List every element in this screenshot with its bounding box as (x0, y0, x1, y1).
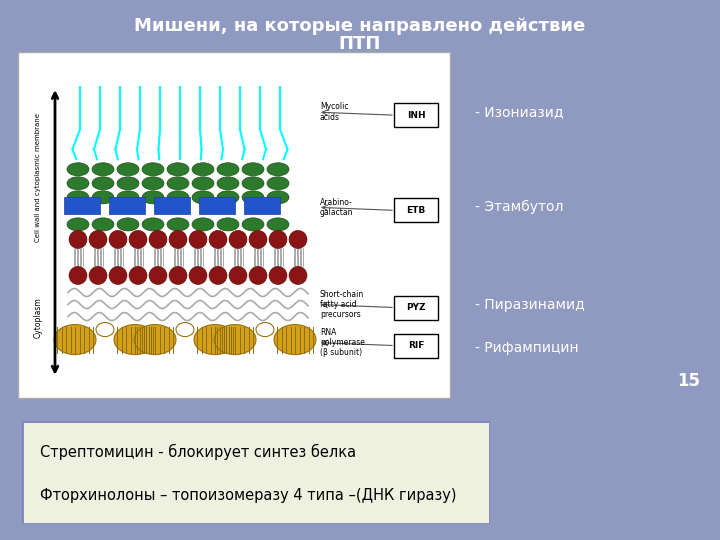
Text: Мишени, на которые направлено действие: Мишени, на которые направлено действие (135, 17, 585, 35)
Ellipse shape (214, 325, 256, 355)
Ellipse shape (117, 163, 139, 176)
Text: Short-chain
fatty acid
precursors: Short-chain fatty acid precursors (320, 289, 364, 320)
Bar (109, 197, 145, 214)
Text: - Рифампицин: - Рифампицин (475, 341, 579, 355)
Ellipse shape (167, 177, 189, 190)
Ellipse shape (274, 325, 316, 355)
Text: Arabino-
galactan: Arabino- galactan (320, 198, 354, 217)
Circle shape (149, 231, 167, 248)
Text: ПТП: ПТП (339, 35, 381, 53)
Ellipse shape (217, 163, 239, 176)
Text: INH: INH (407, 111, 426, 120)
Ellipse shape (142, 163, 164, 176)
Ellipse shape (167, 163, 189, 176)
Ellipse shape (242, 191, 264, 204)
Circle shape (209, 231, 227, 248)
Ellipse shape (142, 218, 164, 231)
FancyBboxPatch shape (394, 103, 438, 127)
Ellipse shape (267, 218, 289, 231)
Ellipse shape (92, 218, 114, 231)
Circle shape (229, 231, 247, 248)
Circle shape (69, 231, 87, 248)
Ellipse shape (242, 218, 264, 231)
Bar (199, 197, 235, 214)
Circle shape (69, 266, 87, 285)
Ellipse shape (92, 177, 114, 190)
Text: RIF: RIF (408, 341, 424, 350)
Ellipse shape (242, 163, 264, 176)
Text: 15: 15 (677, 372, 700, 390)
Text: ETB: ETB (406, 206, 426, 215)
FancyBboxPatch shape (394, 334, 438, 357)
Ellipse shape (192, 218, 214, 231)
Ellipse shape (217, 218, 239, 231)
Ellipse shape (192, 163, 214, 176)
Circle shape (229, 266, 247, 285)
Ellipse shape (167, 218, 189, 231)
Circle shape (129, 266, 147, 285)
Ellipse shape (192, 191, 214, 204)
Ellipse shape (192, 177, 214, 190)
Text: - Пиразинамид: - Пиразинамид (475, 298, 585, 312)
Text: Стрептомицин - блокирует синтез белка: Стрептомицин - блокирует синтез белка (40, 444, 356, 460)
Text: RNA
polymerase
(β subunit): RNA polymerase (β subunit) (320, 328, 365, 357)
Circle shape (109, 266, 127, 285)
Ellipse shape (142, 177, 164, 190)
Ellipse shape (92, 191, 114, 204)
Text: Mycolic
acids: Mycolic acids (320, 103, 348, 122)
Ellipse shape (217, 191, 239, 204)
Circle shape (209, 266, 227, 285)
Text: Фторхинолоны – топоизомеразу 4 типа –(ДНК гиразу): Фторхинолоны – топоизомеразу 4 типа –(ДН… (40, 488, 456, 503)
Ellipse shape (67, 218, 89, 231)
Circle shape (129, 231, 147, 248)
Ellipse shape (54, 325, 96, 355)
FancyBboxPatch shape (22, 421, 490, 524)
Ellipse shape (92, 163, 114, 176)
Ellipse shape (117, 218, 139, 231)
FancyBboxPatch shape (394, 198, 438, 222)
Ellipse shape (67, 191, 89, 204)
Ellipse shape (256, 322, 274, 336)
Ellipse shape (267, 163, 289, 176)
Bar (244, 197, 280, 214)
Text: Cell wall and cytoplasmic membrane: Cell wall and cytoplasmic membrane (35, 113, 41, 242)
Circle shape (269, 266, 287, 285)
Circle shape (89, 231, 107, 248)
Ellipse shape (242, 177, 264, 190)
Text: Cytoplasm: Cytoplasm (34, 297, 42, 338)
Ellipse shape (67, 177, 89, 190)
Circle shape (89, 266, 107, 285)
Ellipse shape (267, 177, 289, 190)
Ellipse shape (176, 322, 194, 336)
Ellipse shape (217, 177, 239, 190)
Circle shape (269, 231, 287, 248)
Circle shape (169, 231, 187, 248)
Bar (154, 197, 190, 214)
Text: - Этамбутол: - Этамбутол (475, 200, 564, 214)
Ellipse shape (117, 191, 139, 204)
Ellipse shape (267, 191, 289, 204)
Circle shape (249, 231, 267, 248)
Text: PYZ: PYZ (406, 303, 426, 312)
Ellipse shape (96, 322, 114, 336)
Ellipse shape (117, 177, 139, 190)
Circle shape (109, 231, 127, 248)
Ellipse shape (134, 325, 176, 355)
Text: - Изониазид: - Изониазид (475, 105, 564, 119)
Ellipse shape (67, 163, 89, 176)
Ellipse shape (194, 325, 236, 355)
Bar (64, 197, 100, 214)
Ellipse shape (167, 191, 189, 204)
Circle shape (189, 266, 207, 285)
FancyBboxPatch shape (394, 295, 438, 320)
Circle shape (249, 266, 267, 285)
Ellipse shape (114, 325, 156, 355)
FancyBboxPatch shape (18, 52, 450, 397)
Circle shape (289, 266, 307, 285)
Circle shape (189, 231, 207, 248)
Circle shape (169, 266, 187, 285)
Circle shape (289, 231, 307, 248)
Circle shape (149, 266, 167, 285)
Ellipse shape (142, 191, 164, 204)
